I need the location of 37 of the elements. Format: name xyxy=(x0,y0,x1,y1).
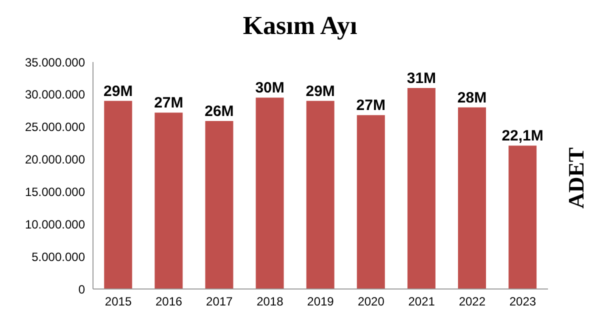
data-label: 27M xyxy=(154,94,184,112)
data-label: 31M xyxy=(406,70,436,87)
data-label: 27M xyxy=(356,97,386,114)
x-tick-label: 2022 xyxy=(458,294,486,309)
bar xyxy=(104,100,132,289)
bar xyxy=(508,146,537,289)
y-tick-label: 25.000.000 xyxy=(24,120,86,134)
x-tick-label: 2021 xyxy=(408,294,436,309)
data-label: 29M xyxy=(306,82,335,100)
bar xyxy=(205,121,234,289)
data-label: 26M xyxy=(204,103,234,120)
data-label: 28M xyxy=(457,89,487,106)
y-tick-label: 10.000.000 xyxy=(24,217,86,232)
y-tick-label: 5.000.000 xyxy=(32,250,86,264)
y-tick-label: 30.000.000 xyxy=(24,88,86,102)
x-tick-label: 2023 xyxy=(509,294,536,309)
bar xyxy=(356,115,385,289)
data-label: 30M xyxy=(255,80,284,97)
x-tick-label: 2019 xyxy=(307,294,334,309)
bar xyxy=(407,88,436,289)
x-tick-label: 2016 xyxy=(155,294,183,309)
y-tick-label: 0 xyxy=(78,282,86,296)
x-tick-label: 2018 xyxy=(256,294,284,309)
bar xyxy=(306,100,334,289)
bar xyxy=(256,98,284,289)
data-label: 29M xyxy=(104,82,133,100)
x-tick-label: 2020 xyxy=(358,294,385,309)
y-axis-title: ADET xyxy=(564,147,590,209)
x-tick-label: 2017 xyxy=(206,294,234,309)
bar xyxy=(154,112,183,289)
y-tick-label: 35.000.000 xyxy=(24,55,86,70)
chart-title: Kasım Ayı xyxy=(242,10,358,42)
x-tick-label: 2015 xyxy=(104,294,132,309)
y-tick-label: 15.000.000 xyxy=(24,184,86,199)
data-label: 22,1M xyxy=(502,128,544,145)
y-tick-label: 20.000.000 xyxy=(24,152,86,167)
bar xyxy=(458,107,486,289)
